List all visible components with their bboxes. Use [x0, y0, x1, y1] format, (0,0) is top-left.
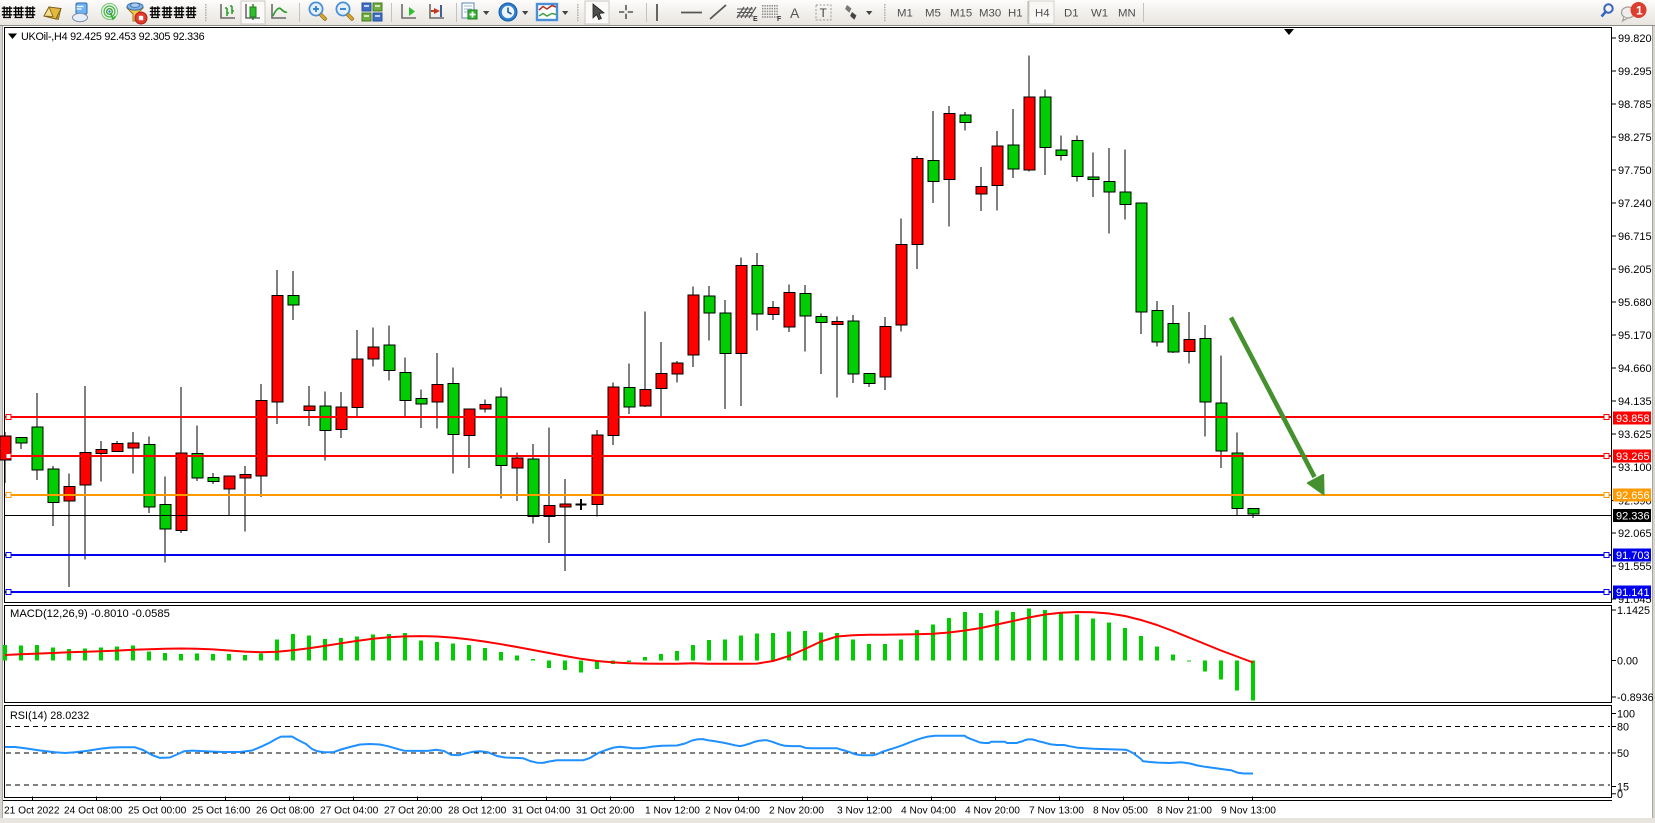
svg-text:94.135: 94.135: [1618, 396, 1652, 408]
svg-text:95.680: 95.680: [1618, 297, 1652, 309]
svg-text:MACD(12,26,9) -0.8010 -0.0585: MACD(12,26,9) -0.8010 -0.0585: [10, 608, 170, 620]
svg-text:1.1425: 1.1425: [1617, 605, 1650, 617]
svg-text:7 Nov 13:00: 7 Nov 13:00: [1029, 806, 1084, 817]
svg-text:15: 15: [1617, 782, 1629, 794]
svg-text:93.858: 93.858: [1616, 413, 1650, 425]
svg-text:27 Oct 04:00: 27 Oct 04:00: [320, 806, 379, 817]
svg-text:H4: H4: [1035, 8, 1050, 20]
svg-text:26 Oct 08:00: 26 Oct 08:00: [256, 806, 315, 817]
svg-text:M30: M30: [979, 8, 1001, 20]
svg-text:W1: W1: [1091, 8, 1108, 20]
svg-text:9 Nov 13:00: 9 Nov 13:00: [1221, 806, 1276, 817]
svg-text:97.240: 97.240: [1618, 198, 1652, 210]
svg-text:97.750: 97.750: [1618, 165, 1652, 177]
svg-text:3 Nov 12:00: 3 Nov 12:00: [837, 806, 892, 817]
svg-text:92.656: 92.656: [1616, 490, 1650, 502]
svg-text:1 Nov 12:00: 1 Nov 12:00: [645, 806, 700, 817]
svg-text:MN: MN: [1118, 8, 1136, 20]
svg-text:8 Nov 05:00: 8 Nov 05:00: [1093, 806, 1148, 817]
svg-text:96.205: 96.205: [1618, 264, 1652, 276]
svg-text:4 Nov 20:00: 4 Nov 20:00: [965, 806, 1020, 817]
svg-text:25 Oct 00:00: 25 Oct 00:00: [128, 806, 187, 817]
svg-text:94.660: 94.660: [1618, 363, 1652, 375]
svg-text:99.820: 99.820: [1618, 33, 1652, 45]
svg-text:92.065: 92.065: [1618, 528, 1652, 540]
svg-text:31 Oct 04:00: 31 Oct 04:00: [512, 806, 571, 817]
svg-text:A: A: [790, 5, 800, 21]
svg-text:95.170: 95.170: [1618, 330, 1652, 342]
svg-text:100: 100: [1617, 709, 1635, 721]
svg-text:24 Oct 08:00: 24 Oct 08:00: [64, 806, 123, 817]
svg-text:28 Oct 12:00: 28 Oct 12:00: [448, 806, 507, 817]
svg-text:4 Nov 04:00: 4 Nov 04:00: [901, 806, 956, 817]
svg-text:31 Oct 20:00: 31 Oct 20:00: [576, 806, 635, 817]
svg-text:0.00: 0.00: [1617, 656, 1638, 668]
svg-text:E: E: [753, 16, 758, 23]
svg-text:M15: M15: [950, 8, 972, 20]
svg-text:93.625: 93.625: [1618, 429, 1652, 441]
svg-text:1: 1: [1636, 3, 1643, 17]
svg-text:UKOil-,H4 92.425 92.453 92.30: UKOil-,H4 92.425 92.453 92.305 92.336: [21, 31, 205, 43]
svg-text:80: 80: [1617, 722, 1629, 734]
svg-text:92.336: 92.336: [1616, 511, 1650, 523]
svg-text:2 Nov 04:00: 2 Nov 04:00: [705, 806, 760, 817]
svg-text:98.275: 98.275: [1618, 132, 1652, 144]
svg-text:91.555: 91.555: [1618, 561, 1652, 573]
svg-text:0: 0: [1617, 789, 1623, 801]
svg-text:RSI(14) 28.0232: RSI(14) 28.0232: [10, 710, 89, 722]
svg-text:93.100: 93.100: [1618, 462, 1652, 474]
svg-text:98.785: 98.785: [1618, 99, 1652, 111]
svg-text:27 Oct 20:00: 27 Oct 20:00: [384, 806, 443, 817]
svg-text:99.295: 99.295: [1618, 66, 1652, 78]
svg-text:93.265: 93.265: [1616, 451, 1650, 463]
svg-text:21 Oct 2022: 21 Oct 2022: [4, 806, 60, 817]
svg-text:50: 50: [1617, 748, 1629, 760]
svg-text:M1: M1: [897, 8, 913, 20]
svg-text:2 Nov 20:00: 2 Nov 20:00: [769, 806, 824, 817]
svg-text:96.715: 96.715: [1618, 231, 1652, 243]
svg-text:F: F: [777, 16, 782, 23]
svg-text:-0.8936: -0.8936: [1617, 692, 1654, 704]
svg-text:M5: M5: [925, 8, 941, 20]
svg-text:25 Oct 16:00: 25 Oct 16:00: [192, 806, 251, 817]
svg-text:91.703: 91.703: [1616, 550, 1650, 562]
svg-text:D1: D1: [1064, 8, 1079, 20]
svg-text:H1: H1: [1008, 8, 1023, 20]
svg-text:T: T: [820, 6, 828, 20]
svg-text:91.141: 91.141: [1616, 587, 1650, 599]
svg-text:8 Nov 21:00: 8 Nov 21:00: [1157, 806, 1212, 817]
